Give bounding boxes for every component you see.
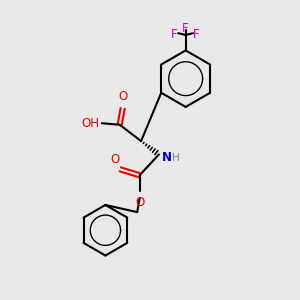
Text: F: F: [171, 28, 178, 40]
Text: OH: OH: [82, 117, 100, 130]
Text: O: O: [110, 153, 120, 166]
Text: H: H: [172, 153, 180, 163]
Text: F: F: [182, 22, 189, 34]
Text: O: O: [135, 196, 144, 209]
Text: N: N: [162, 151, 172, 164]
Text: O: O: [118, 90, 127, 103]
Text: F: F: [194, 28, 200, 40]
